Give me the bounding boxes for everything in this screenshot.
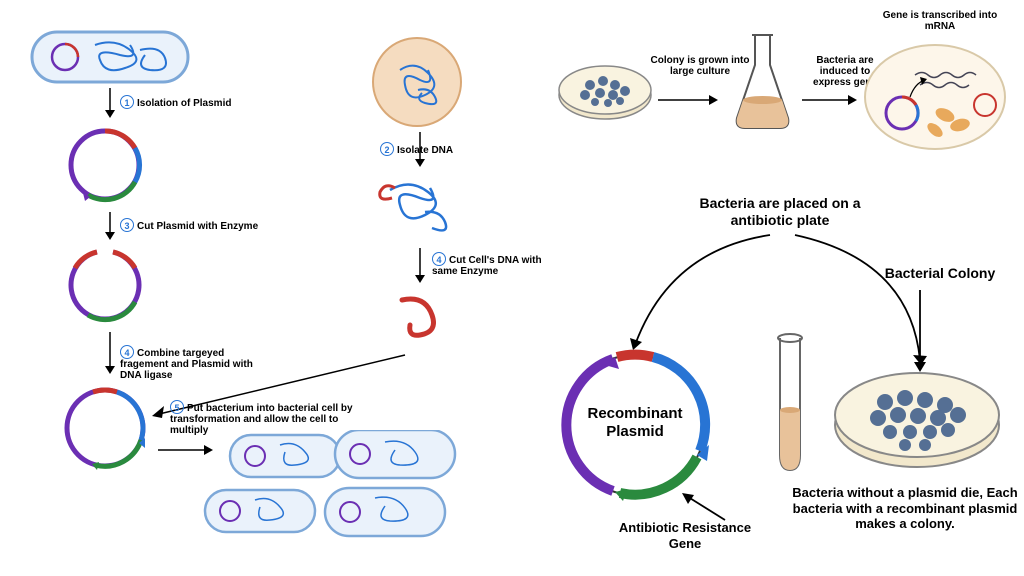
label-bacterial-colony: Bacterial Colony [870,265,1010,282]
flask [725,30,800,135]
bacteria-cluster [200,430,460,560]
step-num-5: 5 [170,400,184,414]
label-transcribed: Gene is transcribed into mRNA [880,10,1000,32]
petri-colonies-top [555,55,655,125]
step-3-label: 3Cut Plasmid with Enzyme [120,218,258,232]
label-recombinant: Recombinant Plasmid [585,405,685,441]
expression-cell [860,35,1010,150]
plasmid-recombinant-small [55,378,155,478]
arrow-3 [100,212,120,240]
test-tube [770,330,810,480]
label-colony-note: Bacteria without a plasmid die, Each bac… [790,485,1020,532]
label-antibiotic-plate: Bacteria are placed on a antibiotic plat… [680,195,880,229]
step-2-label: 2Isolate DNA [380,142,453,156]
step-num-4a: 4 [432,252,446,266]
arrow-4a [410,248,430,283]
extracted-dna [370,170,465,245]
arrow-r1 [658,90,718,110]
step-num-3: 3 [120,218,134,232]
bacterium-initial [30,30,190,85]
arrow-4b [100,332,120,374]
step-num-2: 2 [380,142,394,156]
step-num-4b: 4 [120,345,134,359]
plasmid-closed [60,120,150,210]
label-resistance: Antibiotic Resistance Gene [610,520,760,551]
plasmid-cut [60,240,150,330]
step-num-1: 1 [120,95,134,109]
source-cell [370,35,465,130]
arrow-1 [100,88,120,118]
step-1-label: 1Isolation of Plasmid [120,95,231,109]
dna-fragment [390,290,445,345]
petri-dish-result [830,360,1005,475]
step-4a-label: 4Cut Cell's DNA with same Enzyme [432,252,552,277]
arrow-r2 [802,90,857,110]
